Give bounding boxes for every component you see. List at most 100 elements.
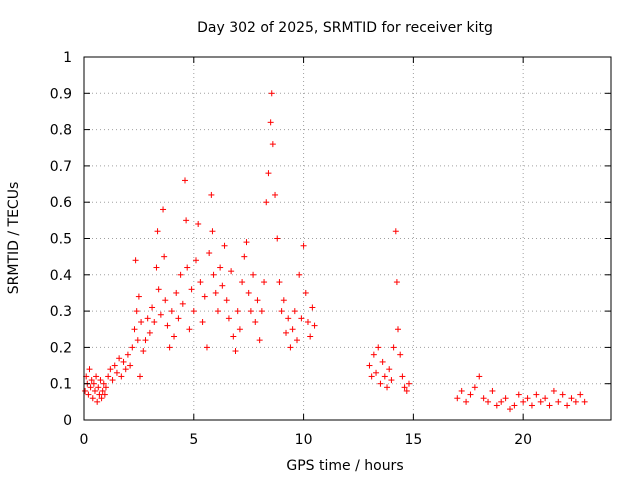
- data-point: [256, 337, 263, 344]
- data-point: [298, 315, 305, 322]
- data-point: [296, 271, 303, 278]
- data-point: [120, 358, 127, 365]
- data-point: [381, 373, 388, 380]
- data-point: [515, 391, 522, 398]
- data-point: [276, 279, 283, 286]
- data-point: [133, 308, 140, 315]
- data-point: [268, 90, 275, 97]
- data-point: [258, 308, 265, 315]
- data-point: [245, 289, 252, 296]
- chart-title: Day 302 of 2025, SRMTID for receiver kit…: [197, 20, 493, 36]
- data-point: [572, 398, 579, 405]
- data-point: [368, 373, 375, 380]
- data-point: [210, 271, 217, 278]
- data-point: [493, 402, 500, 409]
- data-point: [144, 315, 151, 322]
- data-point: [564, 402, 571, 409]
- data-point: [208, 191, 215, 198]
- y-tick-label: 0.2: [50, 340, 72, 356]
- data-point: [463, 398, 470, 405]
- data-point: [182, 177, 189, 184]
- data-point: [146, 329, 153, 336]
- data-point: [192, 257, 199, 264]
- data-point: [236, 326, 243, 333]
- x-tick-label: 10: [295, 432, 313, 448]
- data-point: [219, 282, 226, 289]
- data-point: [90, 380, 97, 387]
- data-point: [533, 391, 540, 398]
- y-tick-label: 0.9: [50, 86, 72, 102]
- data-point: [278, 308, 285, 315]
- data-point: [386, 366, 393, 373]
- data-point: [136, 373, 143, 380]
- data-point: [160, 206, 167, 213]
- x-tick-label: 15: [404, 432, 422, 448]
- data-point: [302, 289, 309, 296]
- data-point: [107, 366, 114, 373]
- data-point: [254, 297, 261, 304]
- data-point: [239, 279, 246, 286]
- data-point: [203, 344, 210, 351]
- y-tick-label: 0.4: [50, 268, 72, 284]
- data-point: [241, 253, 248, 260]
- y-tick-label: 0.7: [50, 159, 72, 175]
- data-point: [388, 377, 395, 384]
- data-point: [161, 253, 168, 260]
- data-point: [209, 228, 216, 235]
- data-point: [476, 373, 483, 380]
- data-point: [96, 391, 103, 398]
- data-point: [304, 318, 311, 325]
- data-point: [274, 235, 281, 242]
- data-point: [250, 271, 257, 278]
- data-point: [550, 387, 557, 394]
- y-tick-label: 1: [63, 50, 72, 66]
- data-point: [168, 308, 175, 315]
- data-point: [454, 395, 461, 402]
- data-point: [390, 344, 397, 351]
- data-point: [129, 344, 136, 351]
- data-point: [154, 228, 161, 235]
- data-point: [379, 358, 386, 365]
- data-point: [188, 286, 195, 293]
- data-point: [87, 384, 94, 391]
- data-point: [311, 322, 318, 329]
- data-point: [377, 380, 384, 387]
- data-point: [467, 391, 474, 398]
- data-point: [155, 286, 162, 293]
- data-point: [458, 387, 465, 394]
- y-tick-label: 0: [63, 413, 72, 429]
- data-point: [175, 315, 182, 322]
- data-point: [183, 217, 190, 224]
- x-axis-label: GPS time / hours: [286, 458, 403, 474]
- data-point: [252, 318, 259, 325]
- data-point: [577, 391, 584, 398]
- data-point: [122, 366, 129, 373]
- data-point: [373, 369, 380, 376]
- y-tick-label: 0.5: [50, 232, 72, 248]
- data-point: [285, 315, 292, 322]
- data-point: [247, 308, 254, 315]
- data-point: [524, 395, 531, 402]
- data-point: [546, 402, 553, 409]
- data-point: [269, 141, 276, 148]
- data-point: [98, 395, 105, 402]
- data-point: [173, 289, 180, 296]
- data-point: [395, 326, 402, 333]
- data-point: [162, 297, 169, 304]
- data-point: [283, 329, 290, 336]
- data-point: [289, 326, 296, 333]
- data-point: [307, 333, 314, 340]
- data-point: [100, 380, 107, 387]
- data-point: [537, 398, 544, 405]
- data-point: [287, 344, 294, 351]
- data-point: [140, 348, 147, 355]
- data-point: [93, 373, 100, 380]
- data-point: [212, 289, 219, 296]
- data-point: [99, 387, 106, 394]
- data-point: [109, 377, 116, 384]
- data-point: [88, 377, 95, 384]
- data-point: [498, 398, 505, 405]
- data-point: [225, 315, 232, 322]
- data-point: [171, 333, 178, 340]
